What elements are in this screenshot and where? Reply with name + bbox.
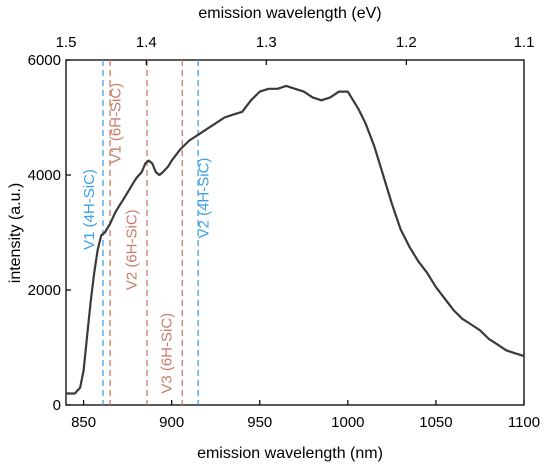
x-tick-label: 1100 xyxy=(508,414,540,431)
marker-label-3: V2 (6H-SiC) xyxy=(123,209,140,290)
marker-label-2: V1 (6H-SiC) xyxy=(108,83,125,164)
top-axis-ticks: 1.5 1.4 1.3 1.2 1.1 xyxy=(56,34,535,65)
y-tick-label: 2000 xyxy=(28,282,61,299)
series-layer xyxy=(66,84,525,395)
plot-border xyxy=(65,59,525,406)
x-axis-label: emission wavelength (nm) xyxy=(197,445,383,462)
top-tick-label: 1.2 xyxy=(396,34,417,51)
marker-label-5: V2 (4H-SiC) xyxy=(196,158,213,239)
top-axis-label: emission wavelength (eV) xyxy=(198,5,381,22)
top-tick-label: 1.5 xyxy=(56,34,77,51)
y-tick-label: 4000 xyxy=(28,167,61,184)
marker-label-1: V1 (4H-SiC) xyxy=(81,169,98,250)
x-axis-ticks: 850 900 950 1000 1050 1100 xyxy=(71,400,540,431)
transition-labels: V1 (4H-SiC) V1 (6H-SiC) V2 (6H-SiC) V3 (6H-… xyxy=(81,83,213,394)
series-line-1 xyxy=(66,84,525,395)
y-axis-label: intensity (a.u.) xyxy=(7,183,24,283)
marker-label-4: V3 (6H-SiC) xyxy=(159,313,176,394)
x-tick-label: 1050 xyxy=(419,414,452,431)
y-tick-label: 6000 xyxy=(28,52,61,69)
x-tick-label: 950 xyxy=(247,414,272,431)
top-tick-label: 1.1 xyxy=(514,34,535,51)
x-tick-label: 1000 xyxy=(331,414,364,431)
x-tick-label: 850 xyxy=(71,414,96,431)
y-axis-ticks: 0 2000 4000 6000 xyxy=(28,52,71,414)
x-tick-label: 900 xyxy=(159,414,184,431)
plot-area xyxy=(65,59,525,406)
top-tick-label: 1.3 xyxy=(256,34,277,51)
y-tick-label: 0 xyxy=(53,397,61,414)
transition-markers xyxy=(102,60,199,405)
top-tick-label: 1.4 xyxy=(136,34,157,51)
